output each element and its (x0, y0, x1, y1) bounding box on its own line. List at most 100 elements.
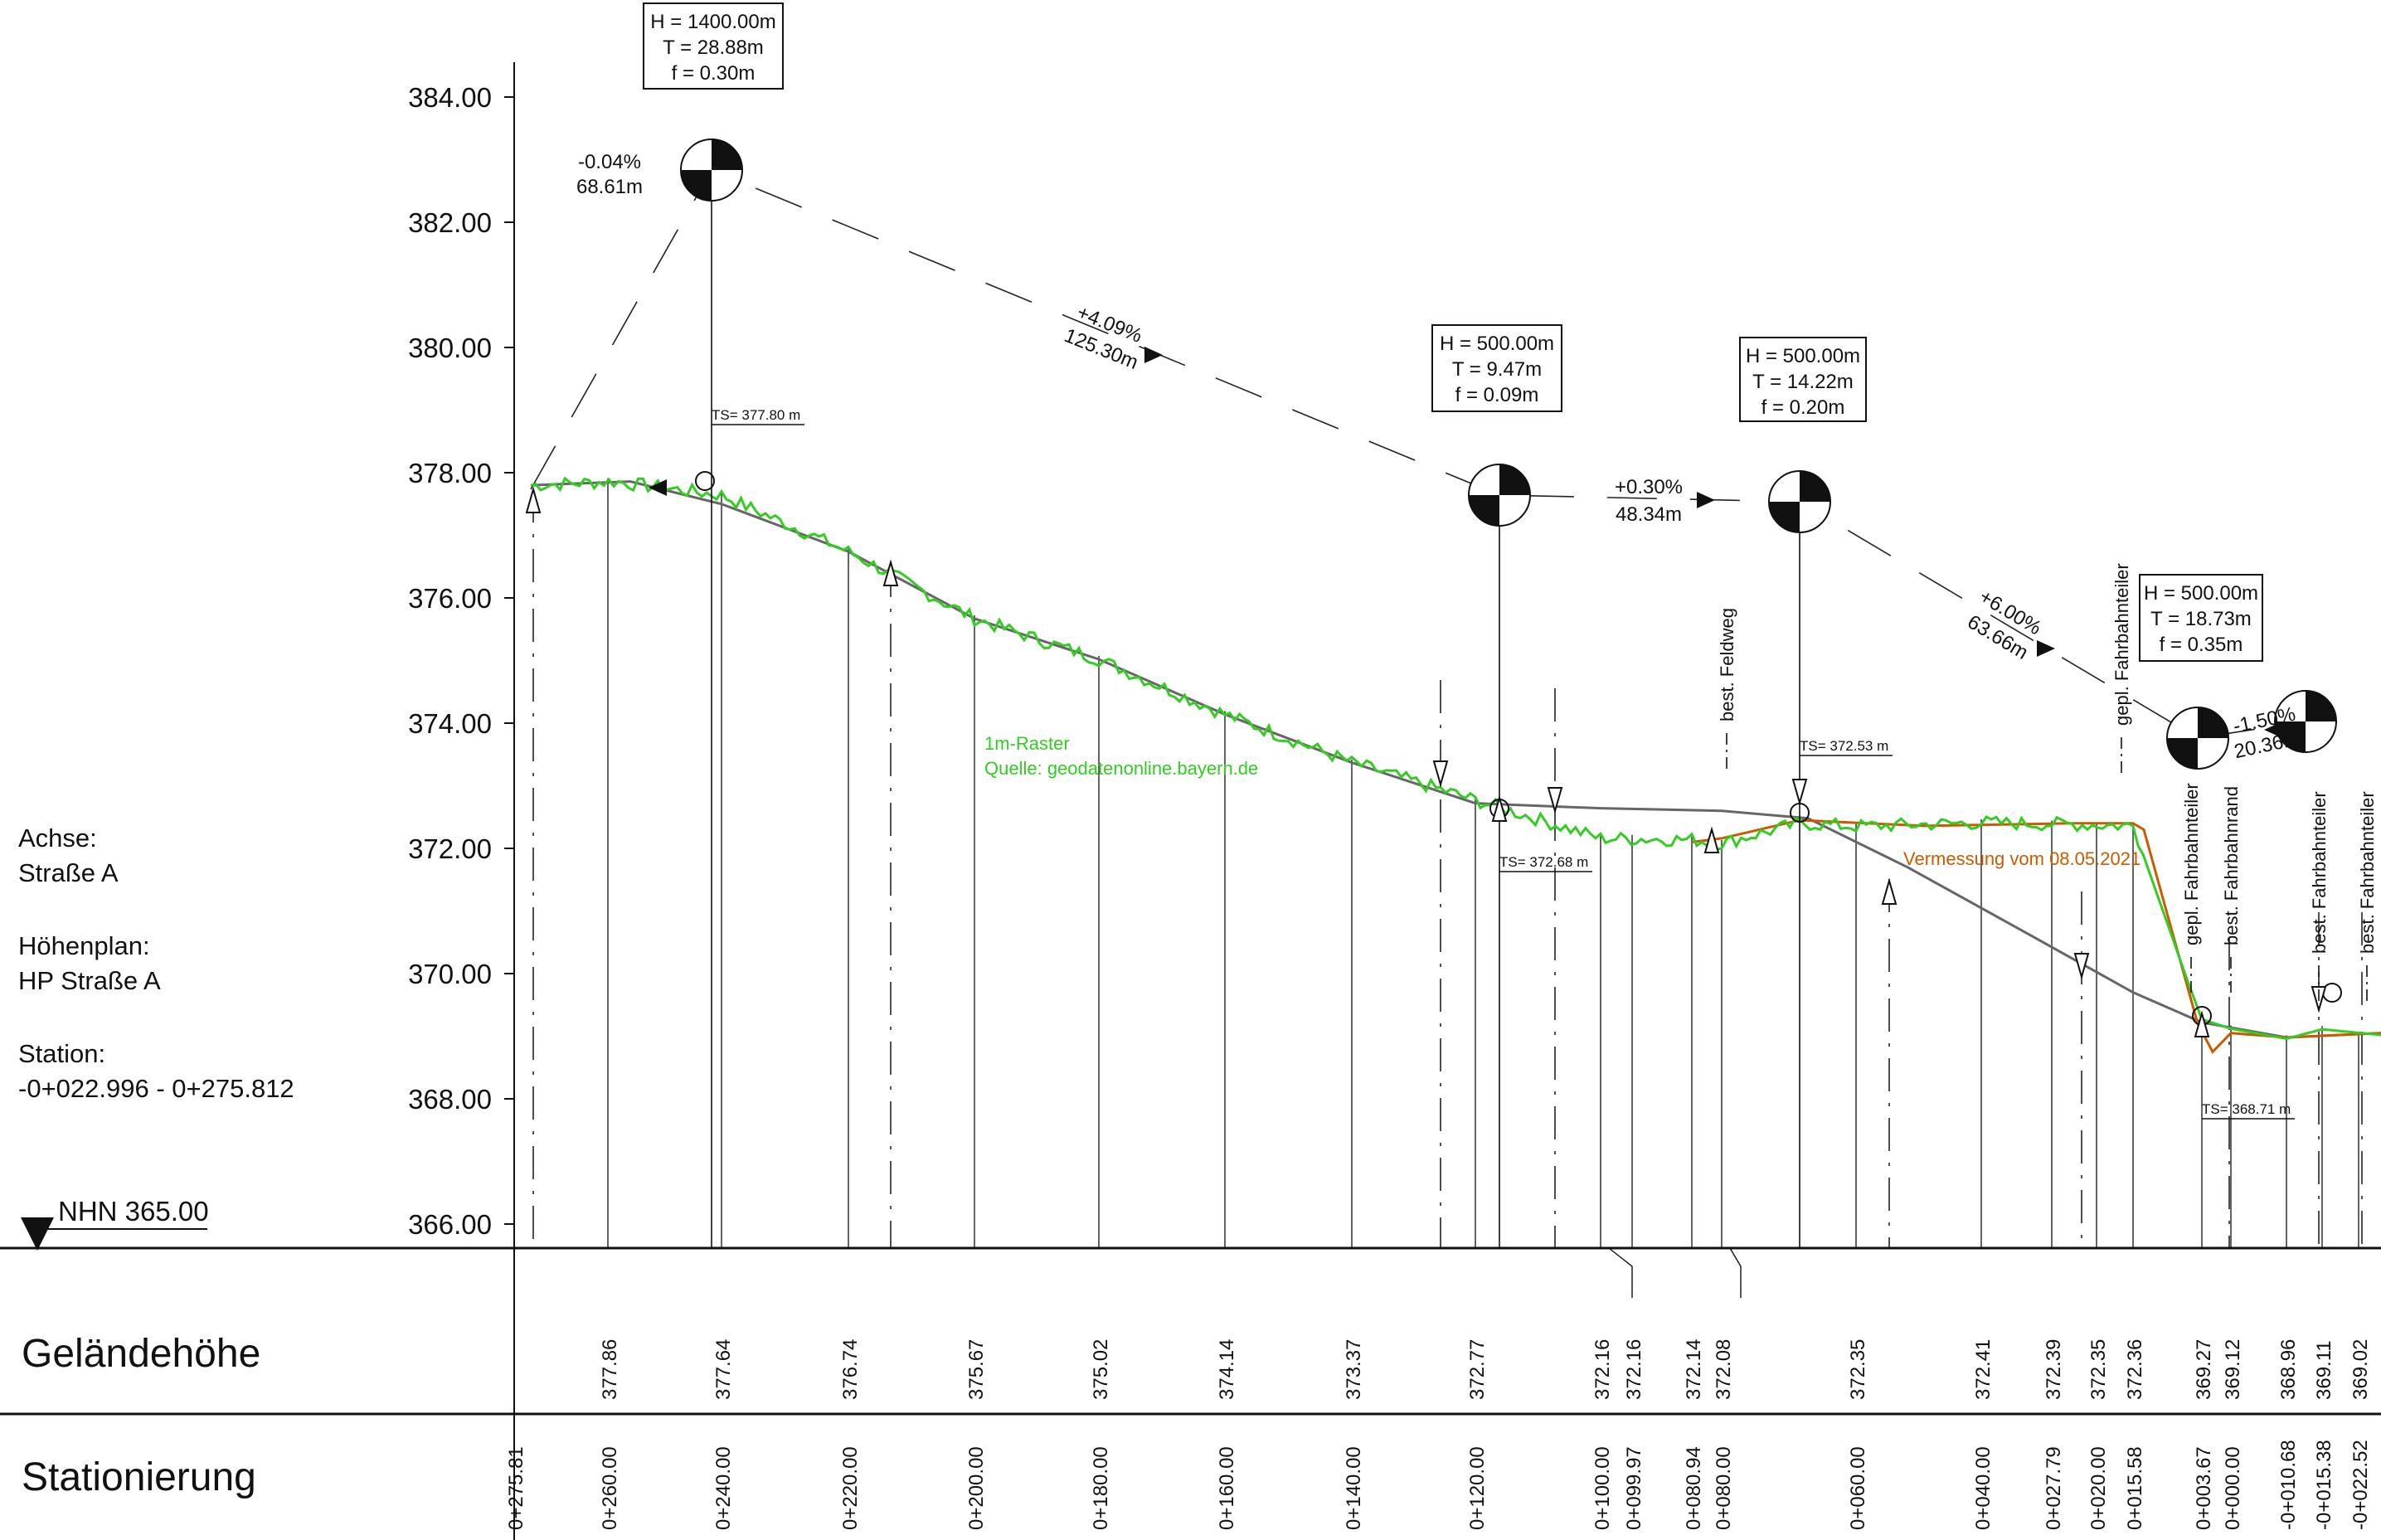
pvi-marker (2274, 690, 2337, 753)
grade-len-label: 68.61m (576, 176, 643, 198)
pvi-quadrant (2306, 691, 2336, 721)
datum-label: NHN 365.00 (58, 1196, 209, 1227)
pvi-quadrant (2198, 707, 2228, 738)
curve-info-box: H = 500.00m T = 14.22m f = 0.20m (1739, 337, 1867, 422)
feature-label: best. Fahrbahnteiler (2357, 791, 2378, 954)
ts-label: TS= 368.71 m (2202, 1101, 2291, 1117)
table-height-value: 375.67 (965, 1339, 988, 1400)
grade-arrow (2037, 640, 2055, 657)
feature-label: best. Fahrbahnteiler (2309, 791, 2330, 954)
curve-info-box: H = 500.00m T = 18.73m f = 0.35m (2139, 574, 2263, 662)
table-station-value: 0+220.00 (839, 1446, 862, 1530)
curve-f-text: f = 0.35m (2160, 634, 2243, 656)
curve-boundary-marker (525, 486, 542, 513)
pvi-marker (2166, 707, 2229, 770)
curve-h-text: H = 500.00m (2144, 582, 2258, 605)
achse-value: Straße A (18, 858, 119, 887)
y-tick-label: 376.00 (408, 583, 492, 614)
terrain-profile (530, 476, 2381, 1054)
table-station-value: 0+015.58 (2124, 1446, 2146, 1530)
curve-box-frame (643, 2, 784, 90)
table-height-value: 372.39 (2043, 1339, 2065, 1400)
y-tick-label: 382.00 (408, 207, 492, 238)
curve-boundary-marker (1881, 877, 1898, 905)
table-station-value: -0+010.68 (2277, 1440, 2300, 1530)
table-station-value: 0+080.00 (1713, 1446, 1735, 1530)
table-station-value: 0+080.94 (1683, 1446, 1705, 1530)
curve-info-box: H = 500.00m T = 9.47m f = 0.09m (1431, 324, 1562, 412)
table-height-value: 372.35 (1847, 1339, 1869, 1400)
curve-boundary-marker (2073, 953, 2090, 980)
grade-arrow (649, 479, 667, 496)
ts-label: TS= 372.68 m (1499, 854, 1588, 870)
feature-label: best. Feldweg (1717, 608, 1737, 721)
curve-boundary-marker (1791, 779, 1808, 806)
table-height-value: 369.27 (2193, 1339, 2215, 1400)
curve-boundary-marker (2194, 1010, 2210, 1037)
table-station-value: 0+120.00 (1466, 1446, 1489, 1530)
table-station-value: 0+200.00 (965, 1446, 988, 1530)
table-height-value: 372.77 (1466, 1339, 1489, 1400)
table-station-value: 0+180.00 (1090, 1446, 1112, 1530)
table-station-value: 0+260.00 (599, 1446, 621, 1530)
curve-t-text: T = 14.22m (1752, 371, 1854, 393)
table-station-value: 0+003.67 (2193, 1446, 2215, 1530)
table-height-value: 369.11 (2313, 1340, 2335, 1400)
pvi-quadrant (2167, 738, 2198, 769)
survey-label: Vermessung vom 08.05.2021 (1903, 848, 2140, 869)
pvi-quadrant (712, 139, 742, 170)
y-tick-label: 366.00 (408, 1209, 492, 1240)
ts-point (695, 471, 715, 491)
curve-boundary-marker (1547, 787, 1563, 814)
feature-label: gepl. Fahrbahnteiler (2181, 783, 2202, 945)
station-label: Station: (18, 1039, 106, 1068)
pvi-quadrant (681, 170, 712, 201)
curve-box-frame (1431, 324, 1562, 412)
curve-box-frame (2139, 574, 2263, 662)
curve-boundary-marker (882, 559, 899, 586)
grade-pct-label: +0.30% (1615, 476, 1683, 498)
raster-source-label: Quelle: geodatenonline.bayern.de (984, 758, 1258, 779)
road-profile (530, 480, 2381, 1039)
bottom-table: Geländehöhe Stationierung 0+275.81 377.86 0+… (0, 1246, 2381, 1540)
elevation-axis: 384.00 382.00 380.00 378.00 376.00 374.00 372.… (408, 62, 515, 1248)
curve-f-text: f = 0.30m (672, 62, 756, 85)
curve-t-text: T = 9.47m (1452, 358, 1542, 381)
terrain-line (530, 476, 2381, 1041)
curve-h-text: H = 500.00m (1440, 333, 1554, 355)
grade-pct-label: -0.04% (578, 151, 641, 173)
curve-boundary-marker (1432, 760, 1449, 788)
table-height-value: 376.74 (839, 1339, 862, 1400)
table-station-value: 0+100.00 (1591, 1446, 1614, 1530)
table-height-value: 377.64 (712, 1339, 735, 1400)
grade-arrow (2264, 721, 2282, 738)
curve-f-text: f = 0.09m (1455, 384, 1539, 406)
table-height-value: 372.08 (1713, 1339, 1735, 1400)
row-label-gelaendehoehe: Geländehöhe (22, 1332, 260, 1376)
planned-road-line (530, 480, 2381, 1039)
profile-info-block: Achse: Straße A Höhenplan: HP Straße A S… (18, 821, 294, 1106)
curve-f-text: f = 0.20m (1761, 396, 1845, 419)
y-tick-label: 372.00 (408, 833, 492, 864)
y-tick-label: 384.00 (408, 82, 492, 113)
table-station-value: 0+000.00 (2222, 1446, 2244, 1530)
table-height-value: 369.12 (2222, 1339, 2244, 1400)
y-tick-label: 368.00 (408, 1084, 492, 1115)
table-height-value: 372.36 (2124, 1339, 2146, 1400)
table-station-value: 0+020.00 (2087, 1446, 2110, 1530)
table-station-value: 0+099.97 (1623, 1446, 1645, 1530)
curve-h-text: H = 1400.00m (650, 11, 775, 33)
y-tick-label: 380.00 (408, 333, 492, 363)
table-kink (1729, 1247, 1742, 1298)
pvi-marker (1768, 470, 1831, 533)
pvi-quadrant (1769, 502, 1800, 532)
table-height-value: 372.16 (1623, 1339, 1645, 1400)
table-height-value: 372.35 (2087, 1339, 2110, 1400)
table-height-value: 368.96 (2277, 1339, 2300, 1400)
profile-labels: H = 1400.00m T = 28.88m f = 0.30m H = 500.0… (21, 2, 2378, 1251)
table-station-value: 0+140.00 (1343, 1446, 1365, 1530)
curve-info-box: H = 1400.00m T = 28.88m f = 0.30m (643, 2, 784, 90)
curve-t-text: T = 28.88m (663, 36, 764, 59)
y-tick-label: 374.00 (408, 708, 492, 739)
curve-t-text: T = 18.73m (2150, 608, 2252, 630)
